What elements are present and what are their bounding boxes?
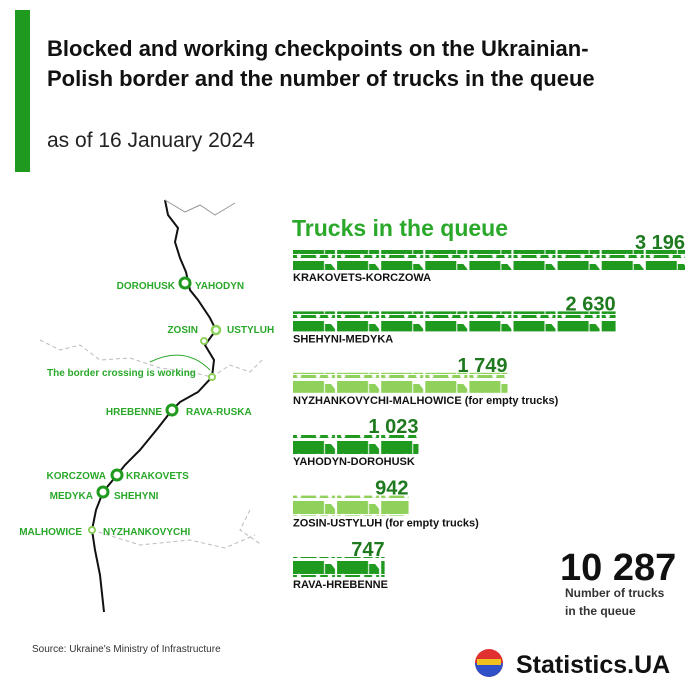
title-line: Polish border and the number of trucks i… — [47, 66, 595, 91]
map-label: KRAKOVETS — [126, 471, 189, 482]
value-label: 942 — [375, 478, 408, 500]
brand-logo — [475, 649, 503, 677]
title-line: Blocked and working checkpoints on the U… — [47, 36, 589, 61]
value-label: 3 196 — [635, 232, 685, 254]
brand: Statistics.UA — [516, 651, 670, 679]
bar — [293, 311, 616, 332]
value-label: 1 023 — [368, 416, 418, 438]
total: 10 287 — [560, 547, 676, 589]
map-label: DOROHUSK — [117, 281, 176, 292]
bar — [293, 557, 385, 577]
map-label: HREBENNE — [106, 407, 162, 418]
total-caption: Number of trucks — [565, 586, 665, 600]
bar — [293, 372, 508, 393]
value-label: 1 749 — [457, 355, 507, 377]
category-label: NYZHANKOVYCHI-MALHOWICE (for empty truck… — [293, 395, 559, 407]
category-label: KRAKOVETS-KORCZOWA — [293, 272, 431, 284]
category-label: ZOSIN-USTYLUH (for empty trucks) — [293, 518, 479, 530]
bar — [293, 250, 685, 270]
map-label: MEDYKA — [50, 491, 93, 502]
map — [39, 199, 263, 613]
total-caption: in the queue — [565, 604, 636, 618]
map-label: MALHOWICE — [19, 527, 82, 538]
map-label: YAHODYN — [195, 281, 244, 292]
category-label: YAHODYN-DOROHUSK — [293, 456, 415, 468]
chart-heading: Trucks in the queue — [292, 215, 508, 241]
bar — [293, 495, 409, 516]
map-labels: DOROHUSK YAHODYN ZOSIN USTYLUH The borde… — [19, 281, 274, 538]
map-label: The border crossing is working — [47, 368, 196, 379]
subtitle: as of 16 January 2024 — [47, 129, 255, 152]
map-label: ZOSIN — [167, 325, 198, 336]
map-label: RAVA-RUSKA — [186, 407, 252, 418]
value-label: 747 — [351, 539, 384, 561]
map-label: SHEHYNI — [114, 491, 159, 502]
map-label: NYZHANKOVYCHI — [103, 527, 190, 538]
accent-bar — [15, 10, 30, 172]
map-label: KORCZOWA — [47, 471, 106, 482]
bars: 3 196 KRAKOVETS-KORCZOWA 2 630 SHEHYNI-MEDY… — [293, 232, 685, 591]
bar — [293, 434, 419, 455]
map-label: USTYLUH — [227, 325, 274, 336]
value-label: 2 630 — [566, 293, 616, 315]
source: Source: Ukraine's Ministry of Infrastruc… — [32, 644, 221, 655]
category-label: RAVA-HREBENNE — [293, 579, 388, 591]
category-label: SHEHYNI-MEDYKA — [293, 333, 393, 345]
